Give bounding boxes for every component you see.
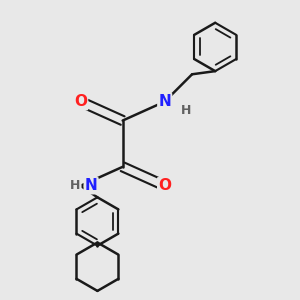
Text: N: N	[158, 94, 171, 109]
Text: O: O	[158, 178, 171, 193]
Text: H: H	[181, 103, 191, 116]
Text: H: H	[70, 179, 80, 192]
Text: O: O	[74, 94, 87, 109]
Text: N: N	[85, 178, 98, 193]
